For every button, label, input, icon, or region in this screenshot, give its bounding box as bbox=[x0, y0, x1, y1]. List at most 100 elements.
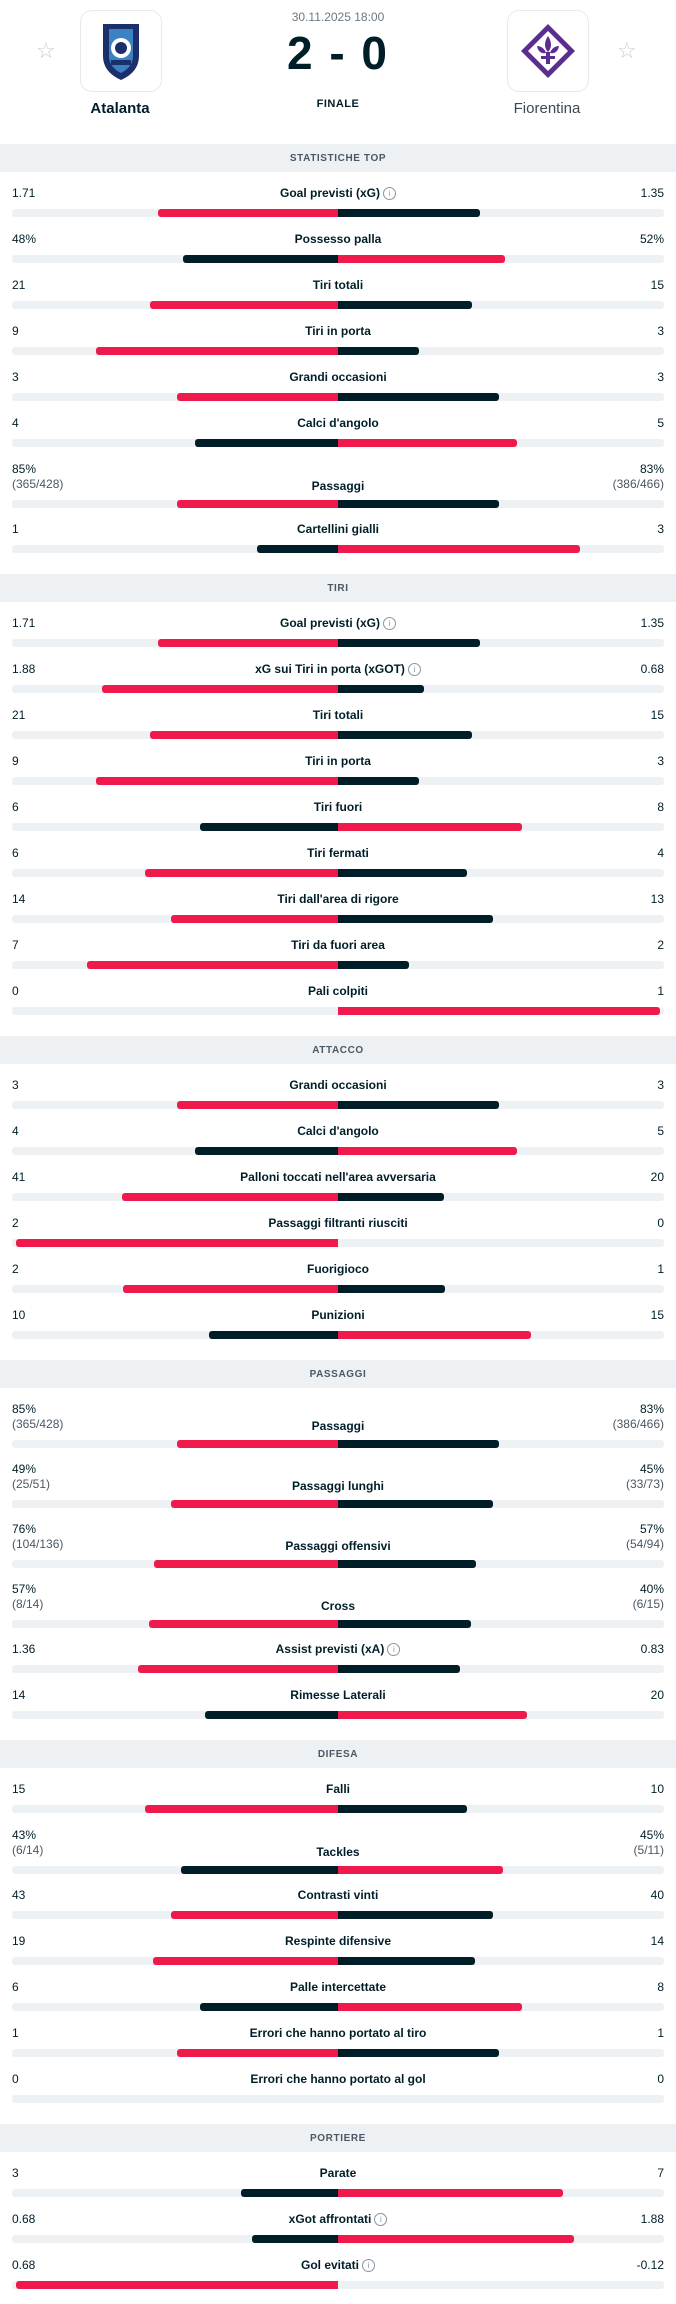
stat-row[interactable]: 3 Grandi occasioni 3 bbox=[0, 370, 676, 416]
stat-row[interactable]: 15 Falli 10 bbox=[0, 1782, 676, 1828]
away-bar bbox=[338, 1866, 503, 1874]
comparison-bar bbox=[12, 500, 664, 508]
stat-row[interactable]: 57% (8/14) Cross 40% (6/15) bbox=[0, 1582, 676, 1642]
stat-row[interactable]: 14 Tiri dall'area di rigore 13 bbox=[0, 892, 676, 938]
away-value: 15 bbox=[651, 708, 664, 723]
stat-row[interactable]: 4 Calci d'angolo 5 bbox=[0, 416, 676, 462]
info-icon[interactable]: i bbox=[362, 2259, 375, 2272]
comparison-bar bbox=[12, 1007, 664, 1015]
section-title: DIFESA bbox=[0, 1740, 676, 1768]
stat-row[interactable]: 9 Tiri in porta 3 bbox=[0, 754, 676, 800]
info-icon[interactable]: i bbox=[383, 187, 397, 200]
stat-label: Passaggi filtranti riusciti bbox=[0, 1216, 676, 1230]
home-value-main: 1.71 bbox=[12, 186, 36, 200]
stat-row[interactable]: 10 Punizioni 15 bbox=[0, 1308, 676, 1354]
home-value-detail: (365/428) bbox=[12, 1417, 64, 1431]
away-team-name[interactable]: Fiorentina bbox=[513, 100, 581, 117]
away-bar bbox=[338, 1805, 467, 1813]
stat-row[interactable]: 7 Tiri da fuori area 2 bbox=[0, 938, 676, 984]
home-bar bbox=[177, 1440, 338, 1448]
stat-label-text: Respinte difensive bbox=[284, 1934, 392, 1948]
home-value: 10 bbox=[12, 1308, 25, 1323]
stat-row[interactable]: 1.88 xG sui Tiri in porta (xGOT) i 0.68 bbox=[0, 662, 676, 708]
star-icon[interactable]: ☆ bbox=[36, 38, 56, 63]
stat-row[interactable]: 0 Errori che hanno portato al gol 0 bbox=[0, 2072, 676, 2118]
away-value: 0.83 bbox=[641, 1642, 664, 1657]
home-team-name[interactable]: Atalanta bbox=[90, 100, 150, 117]
stat-label-text: Tiri da fuori area bbox=[291, 938, 385, 952]
away-bar bbox=[338, 1285, 445, 1293]
stat-row[interactable]: 85% (365/428) Passaggi 83% (386/466) bbox=[0, 462, 676, 522]
stat-row[interactable]: 9 Tiri in porta 3 bbox=[0, 324, 676, 370]
away-bar bbox=[338, 915, 493, 923]
home-value-main: 21 bbox=[12, 708, 26, 722]
stat-row[interactable]: 3 Grandi occasioni 3 bbox=[0, 1078, 676, 1124]
away-team-crest[interactable] bbox=[507, 10, 589, 92]
stat-row[interactable]: 76% (104/136) Passaggi offensivi 57% (54/94) bbox=[0, 1522, 676, 1582]
stat-row[interactable]: 2 Passaggi filtranti riusciti 0 bbox=[0, 1216, 676, 1262]
comparison-bar bbox=[12, 915, 664, 923]
stat-row[interactable]: 0.68 Gol evitati i -0.12 bbox=[0, 2258, 676, 2304]
stat-row[interactable]: 0 Pali colpiti 1 bbox=[0, 984, 676, 1030]
away-value-main: 83% bbox=[639, 1402, 664, 1416]
away-bar bbox=[338, 2003, 522, 2011]
home-bar bbox=[145, 1805, 338, 1813]
stat-label-text: Tiri in porta bbox=[305, 754, 371, 768]
stat-row[interactable]: 43% (6/14) Tackles 45% (5/11) bbox=[0, 1828, 676, 1888]
info-icon[interactable]: i bbox=[374, 2213, 388, 2226]
stat-row[interactable]: 21 Tiri totali 15 bbox=[0, 708, 676, 754]
stat-row[interactable]: 85% (365/428) Passaggi 83% (386/466) bbox=[0, 1402, 676, 1462]
stat-row[interactable]: 48% Possesso palla 52% bbox=[0, 232, 676, 278]
stat-row[interactable]: 6 Tiri fermati 4 bbox=[0, 846, 676, 892]
info-icon[interactable]: i bbox=[407, 663, 421, 676]
stat-row[interactable]: 6 Palle intercettate 8 bbox=[0, 1980, 676, 2026]
home-value: 14 bbox=[12, 892, 25, 907]
away-value-main: 3 bbox=[657, 1078, 664, 1092]
away-bar bbox=[338, 823, 522, 831]
stat-row[interactable]: 21 Tiri totali 15 bbox=[0, 278, 676, 324]
away-bar bbox=[338, 255, 505, 263]
home-value: 2 bbox=[12, 1262, 19, 1277]
away-value: 45% (33/73) bbox=[626, 1462, 664, 1492]
stat-label: Cartellini gialli bbox=[0, 522, 676, 536]
stat-label-text: Fuorigioco bbox=[307, 1262, 369, 1276]
stat-label: Possesso palla bbox=[0, 232, 676, 246]
home-value: 1.71 bbox=[12, 616, 35, 631]
info-icon[interactable]: i bbox=[383, 617, 397, 630]
stat-label-text: Pali colpiti bbox=[307, 984, 368, 998]
stat-row[interactable]: 43 Contrasti vinti 40 bbox=[0, 1888, 676, 1934]
away-value: 3 bbox=[657, 370, 664, 385]
stat-row[interactable]: 1 Cartellini gialli 3 bbox=[0, 522, 676, 568]
stat-row[interactable]: 2 Fuorigioco 1 bbox=[0, 1262, 676, 1308]
stat-row[interactable]: 6 Tiri fuori 8 bbox=[0, 800, 676, 846]
home-bar bbox=[177, 2049, 338, 2057]
stat-row[interactable]: 3 Parate 7 bbox=[0, 2166, 676, 2212]
stat-row[interactable]: 1.71 Goal previsti (xG) i 1.35 bbox=[0, 616, 676, 662]
stat-row[interactable]: 1 Errori che hanno portato al tiro 1 bbox=[0, 2026, 676, 2072]
stat-label: Calci d'angolo bbox=[0, 416, 676, 430]
stat-row[interactable]: 49% (25/51) Passaggi lunghi 45% (33/73) bbox=[0, 1462, 676, 1522]
stat-row[interactable]: 41 Palloni toccati nell'area avversaria 20 bbox=[0, 1170, 676, 1216]
star-icon[interactable]: ☆ bbox=[617, 38, 637, 63]
away-value: 1 bbox=[657, 2026, 664, 2041]
home-bar bbox=[138, 1665, 338, 1673]
home-bar bbox=[241, 2189, 338, 2197]
home-value-main: 14 bbox=[12, 1688, 26, 1702]
home-bar bbox=[209, 1331, 338, 1339]
info-icon[interactable]: i bbox=[387, 1643, 401, 1656]
away-value: 20 bbox=[651, 1170, 664, 1185]
home-value-main: 14 bbox=[12, 892, 26, 906]
stat-row[interactable]: 1.71 Goal previsti (xG) i 1.35 bbox=[0, 186, 676, 232]
home-value: 1.36 bbox=[12, 1642, 35, 1657]
stat-row[interactable]: 14 Rimesse Laterali 20 bbox=[0, 1688, 676, 1734]
stat-row[interactable]: 4 Calci d'angolo 5 bbox=[0, 1124, 676, 1170]
comparison-bar bbox=[12, 2095, 664, 2103]
comparison-bar bbox=[12, 1560, 664, 1568]
home-team-crest[interactable] bbox=[80, 10, 162, 92]
stat-row[interactable]: 0.68 xGot affrontati i 1.88 bbox=[0, 2212, 676, 2258]
stat-label-text: Passaggi filtranti riusciti bbox=[268, 1216, 408, 1230]
stat-row[interactable]: 1.36 Assist previsti (xA) i 0.83 bbox=[0, 1642, 676, 1688]
stat-row[interactable]: 19 Respinte difensive 14 bbox=[0, 1934, 676, 1980]
home-bar bbox=[183, 255, 338, 263]
away-value-main: -0.12 bbox=[636, 2258, 664, 2272]
